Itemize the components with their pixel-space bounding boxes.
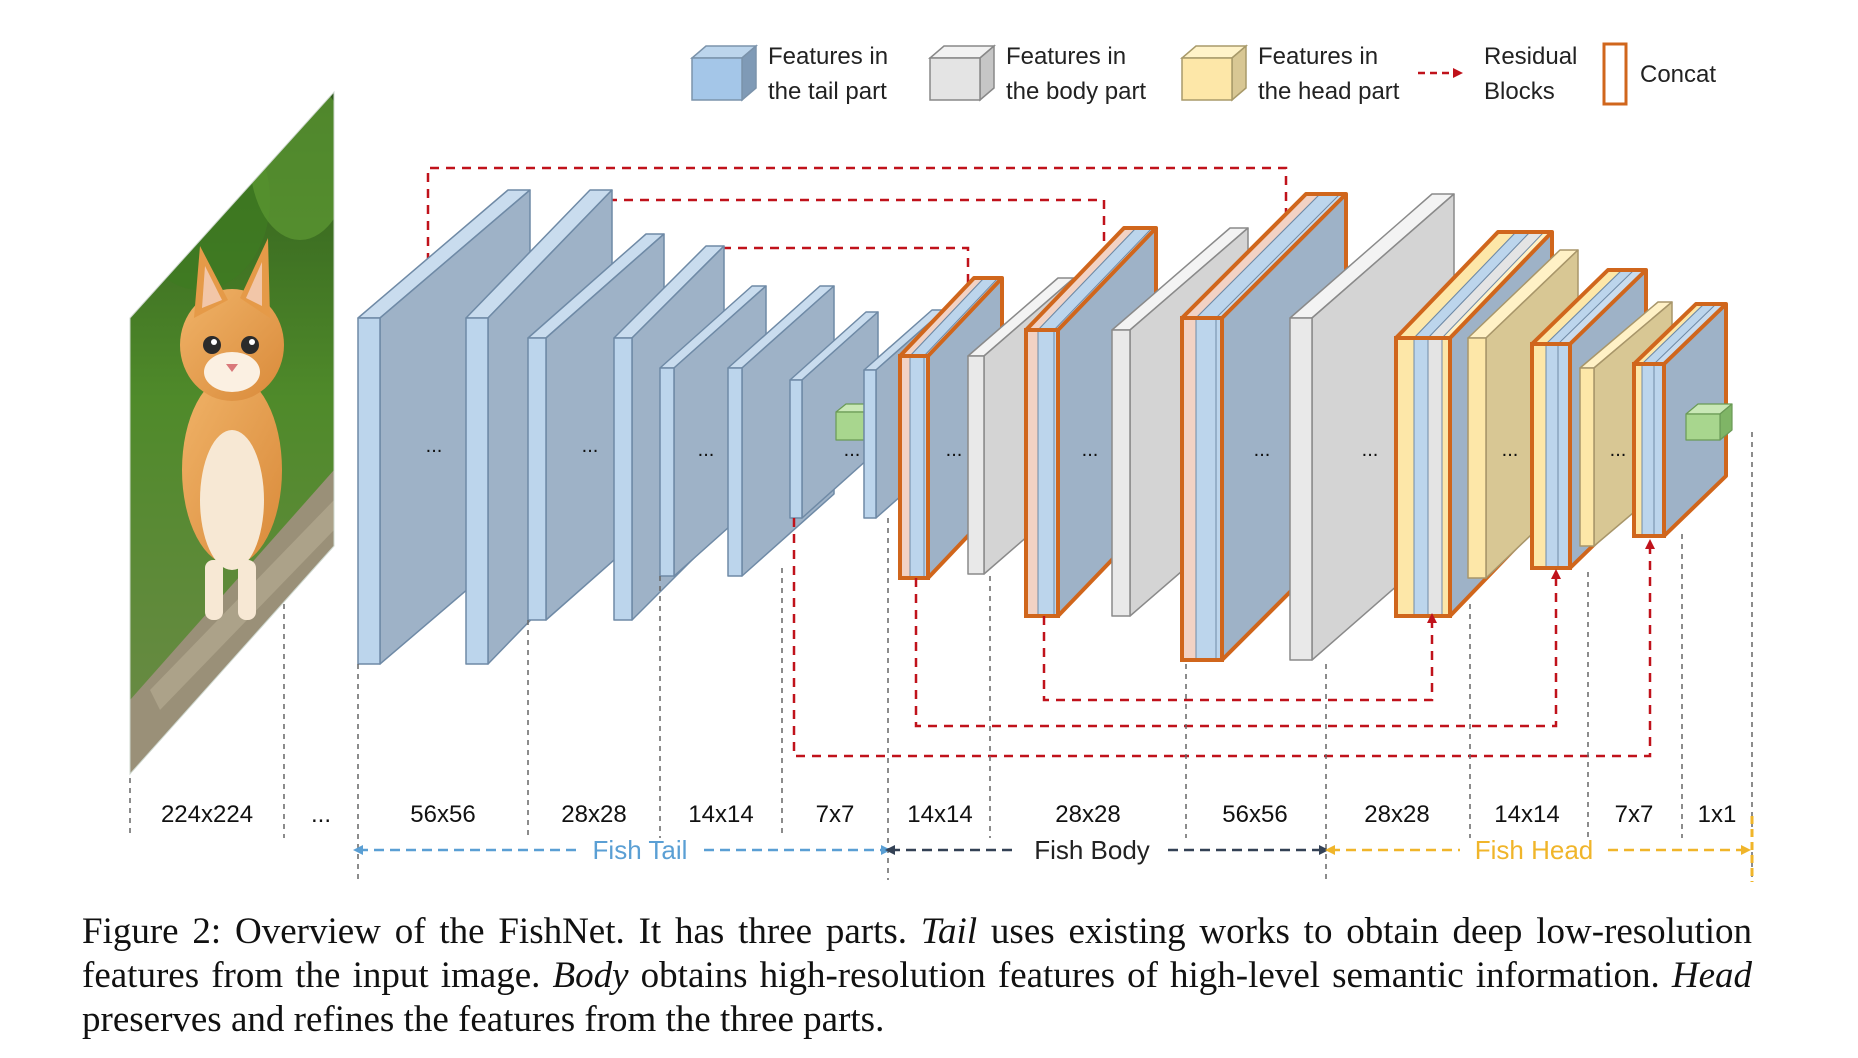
res-label-7: 28x28 xyxy=(1055,801,1120,828)
residual-arrow-body14-to-head14 xyxy=(914,569,1561,728)
legend-residual-label-1: Residual xyxy=(1484,43,1577,70)
legend-body-label-2: the body part xyxy=(1006,78,1146,105)
tail-block-56-a-ellipsis: ... xyxy=(426,435,443,457)
caption-tail-word: Tail xyxy=(920,911,978,952)
tail-block-7-ellipsis: ... xyxy=(844,439,861,461)
caption-part3: preserves and refines the features from … xyxy=(82,999,885,1040)
head-block-28-gold-ellipsis: ... xyxy=(1502,439,1519,461)
fish-head-label: Fish Head xyxy=(1475,835,1594,865)
res-label-12: 1x1 xyxy=(1698,801,1737,828)
input-image-kitten xyxy=(129,90,335,776)
resolution-labels: 224x224 ... 56x56 28x28 14x14 7x7 14x14 … xyxy=(161,801,1736,828)
head-block-14-gold-ellipsis: ... xyxy=(1610,439,1627,461)
fish-body-label: Fish Body xyxy=(1034,835,1150,865)
legend-head-cube xyxy=(1179,44,1249,102)
res-label-2: 56x56 xyxy=(410,801,475,828)
head-output-cube xyxy=(1685,403,1733,441)
residual-arrow-tail7-to-head7 xyxy=(792,518,1655,758)
body-block-56-concat-ellipsis: ... xyxy=(1254,439,1271,461)
caption-part1: uses existing works to obtain deep low-r… xyxy=(82,911,1753,996)
body-block-28-concat-ellipsis: ... xyxy=(1082,439,1099,461)
res-label-0: 224x224 xyxy=(161,801,253,828)
res-label-9: 28x28 xyxy=(1364,801,1429,828)
body-block-14-concat-ellipsis: ... xyxy=(946,439,963,461)
legend-body-cube xyxy=(927,44,997,102)
tail-block-28-a-ellipsis: ... xyxy=(582,435,599,457)
caption-head-word: Head xyxy=(1671,955,1752,996)
legend-concat-box xyxy=(1602,42,1628,106)
fish-tail-label: Fish Tail xyxy=(593,835,688,865)
figure-caption: Figure 2: Overview of the FishNet. It ha… xyxy=(82,910,1752,1042)
head-block-7-concat xyxy=(1632,302,1728,538)
legend-tail-cube xyxy=(689,44,759,102)
legend-concat-label: Concat xyxy=(1640,61,1716,88)
res-label-8: 56x56 xyxy=(1222,801,1287,828)
tail-block-14-a-ellipsis: ... xyxy=(698,439,715,461)
caption-part2: obtains high-resolution features of high… xyxy=(628,955,1672,996)
legend-body-label-1: Features in xyxy=(1006,43,1126,70)
caption-body-word: Body xyxy=(552,955,629,996)
residual-arrow-56-to-56 xyxy=(426,166,1291,262)
legend: Features in the tail part Features in th… xyxy=(689,42,1716,106)
body-block-56-gray-ellipsis: ... xyxy=(1362,439,1379,461)
res-label-4: 14x14 xyxy=(688,801,753,828)
res-label-6: 14x14 xyxy=(907,801,972,828)
res-label-3: 28x28 xyxy=(561,801,626,828)
res-label-11: 7x7 xyxy=(1615,801,1654,828)
caption-lead: Figure 2: Overview of the FishNet. It ha… xyxy=(82,911,921,952)
res-label-1: ... xyxy=(311,801,331,828)
residual-arrow-28-to-28 xyxy=(582,198,1109,288)
residual-arrow-body28-to-head28 xyxy=(1042,613,1437,702)
legend-tail-label-1: Features in xyxy=(768,43,888,70)
stage-dividers xyxy=(129,518,1683,880)
res-label-10: 14x14 xyxy=(1494,801,1559,828)
residual-arrows-bottom xyxy=(792,518,1655,758)
part-brackets: Fish Tail Fish Body Fish Head xyxy=(353,835,1751,865)
legend-residual-label-2: Blocks xyxy=(1484,78,1555,105)
legend-tail-label-2: the tail part xyxy=(768,78,887,105)
res-label-5: 7x7 xyxy=(816,801,855,828)
legend-head-label-1: Features in xyxy=(1258,43,1378,70)
legend-head-label-2: the head part xyxy=(1258,78,1400,105)
feature-blocks: .............................. xyxy=(357,189,1733,665)
